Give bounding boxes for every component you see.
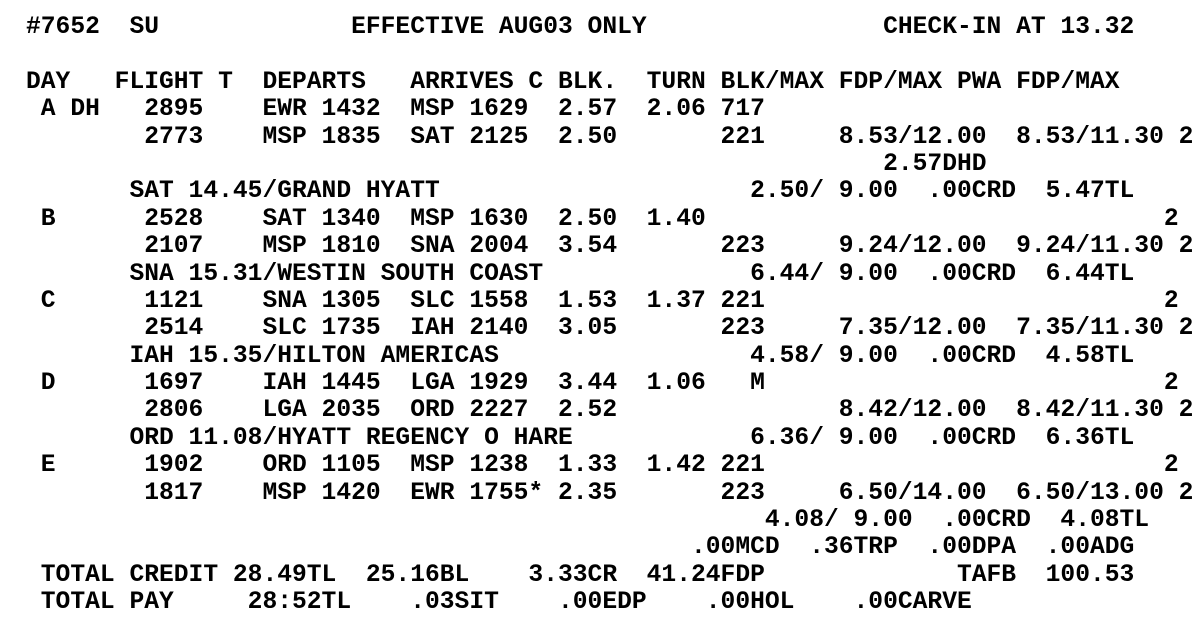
total-pay-line: TOTAL PAY 28:52TL .03SIT .00EDP .00HOL .… [26,589,972,617]
pairing-detail-screen: #7652 SU EFFECTIVE AUG03 ONLY CHECK-IN A… [26,14,1196,617]
leg-line-a1: A DH 2895 EWR 1432 MSP 1629 2.57 2.06 71… [26,96,765,124]
column-header-line: DAY FLIGHT T DEPARTS ARRIVES C BLK. TURN… [26,68,1120,96]
leg-line-b1: B 2528 SAT 1340 MSP 1630 2.50 1.40 2 [26,205,1179,233]
leg-line-b2: 2107 MSP 1810 SNA 2004 3.54 223 9.24/12.… [26,233,1194,261]
layover-line-a: SAT 14.45/GRAND HYATT 2.50/ 9.00 .00CRD … [26,178,1135,206]
blank-line [26,41,1196,68]
duty-summary-line-e: 4.08/ 9.00 .00CRD 4.08TL [26,507,1150,535]
leg-line-c2: 2514 SLC 1735 IAH 2140 3.05 223 7.35/12.… [26,315,1194,343]
header-line: #7652 SU EFFECTIVE AUG03 ONLY CHECK-IN A… [26,14,1135,41]
misc-credit-line: .00MCD .36TRP .00DPA .00ADG [26,534,1135,562]
leg-line-a2: 2773 MSP 1835 SAT 2125 2.50 221 8.53/12.… [26,123,1194,151]
leg-line-c1: C 1121 SNA 1305 SLC 1558 1.53 1.37 221 2 [26,287,1179,315]
deadhead-line-a: 2.57DHD [26,150,987,178]
layover-line-d: ORD 11.08/HYATT REGENCY O HARE 6.36/ 9.0… [26,424,1135,452]
leg-line-d2: 2806 LGA 2035 ORD 2227 2.52 8.42/12.00 8… [26,397,1194,425]
layover-line-c: IAH 15.35/HILTON AMERICAS 4.58/ 9.00 .00… [26,342,1135,370]
layover-line-b: SNA 15.31/WESTIN SOUTH COAST 6.44/ 9.00 … [26,260,1135,288]
leg-line-d1: D 1697 IAH 1445 LGA 1929 3.44 1.06 M 2 [26,370,1179,398]
total-credit-line: TOTAL CREDIT 28.49TL 25.16BL 3.33CR 41.2… [26,561,1135,589]
leg-line-e2: 1817 MSP 1420 EWR 1755* 2.35 223 6.50/14… [26,479,1194,507]
leg-line-e1: E 1902 ORD 1105 MSP 1238 1.33 1.42 221 2 [26,452,1179,480]
